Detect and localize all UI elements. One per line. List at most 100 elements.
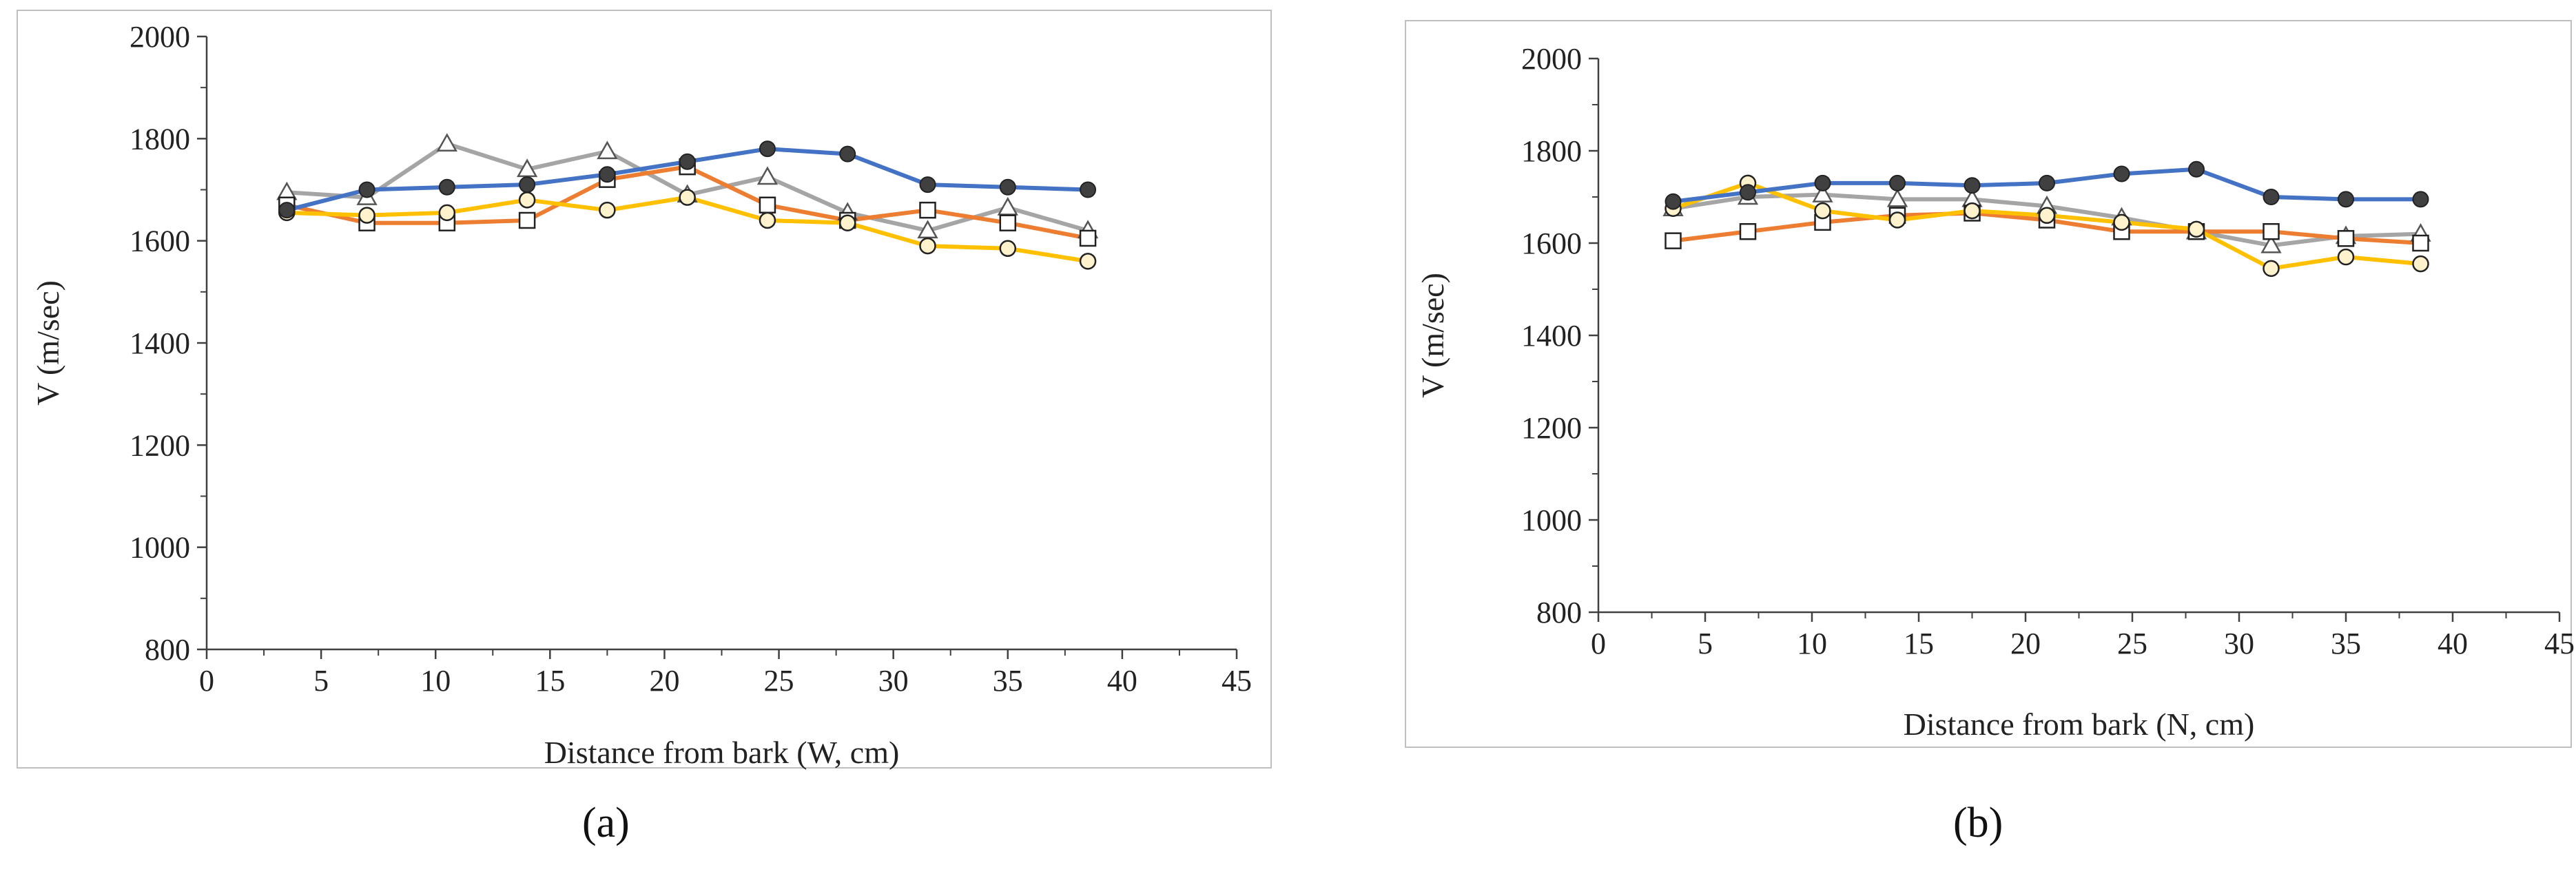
chart-a-series-0-point-3 xyxy=(519,176,536,194)
chart-b-series-0-point-3 xyxy=(1889,174,1906,191)
chart-b-x-tick-label: 45 xyxy=(2544,627,2575,660)
chart-a-series-2-point-3 xyxy=(516,158,538,178)
chart-b-x-tick-label: 35 xyxy=(2331,627,2361,660)
chart-a-series-3-point-6 xyxy=(759,211,776,229)
chart-a-series-0-point-0 xyxy=(278,202,296,219)
chart-a-x-tick-label: 0 xyxy=(199,664,214,698)
chart-b-series-3-point-7 xyxy=(2187,220,2205,238)
chart-a-series-0-point-7 xyxy=(839,145,856,163)
chart-a-series-0-point-4 xyxy=(599,166,616,183)
chart-a-y-tick-label: 1200 xyxy=(130,428,190,462)
chart-b-x-tick-label: 25 xyxy=(2117,627,2147,660)
chart-b-series-0-point-5 xyxy=(2039,174,2055,191)
chart-b-x-tick-label: 30 xyxy=(2224,627,2254,660)
chart-b-x-tick-label: 40 xyxy=(2438,627,2468,660)
chart-a-x-tick-label: 40 xyxy=(1107,664,1137,698)
chart-a-series-3-point-3 xyxy=(518,191,536,209)
chart-a-x-tick-label: 35 xyxy=(993,664,1023,698)
chart-b-series-0-point-9 xyxy=(2338,191,2354,208)
chart-b-series-2-point-2 xyxy=(1812,184,1833,202)
chart-b-series-3-point-9 xyxy=(2337,248,2355,266)
chart-b-series-0-point-4 xyxy=(1964,177,1981,194)
chart-a-x-tick-label: 15 xyxy=(535,664,565,698)
chart-b-series-0-point-10 xyxy=(2412,191,2429,208)
panel-label-a: (a) xyxy=(582,800,630,846)
chart-b-x-tick-label: 10 xyxy=(1797,627,1827,660)
chart-b-series-2-point-8 xyxy=(2260,234,2282,253)
chart-a-series-2-point-4 xyxy=(597,140,618,160)
chart-b-series-0-point-1 xyxy=(1740,184,1756,201)
chart-a-series-3-point-10 xyxy=(1079,253,1097,270)
chart-b-series-1-point-9 xyxy=(2337,230,2355,247)
chart-a-x-tick-label: 10 xyxy=(420,664,451,698)
chart-a-series-2-point-2 xyxy=(436,133,457,152)
chart-a-series-3-point-2 xyxy=(438,204,456,222)
chart-a-y-axis-title: V (m/sec) xyxy=(30,280,65,406)
chart-a-series-3-point-5 xyxy=(679,189,696,206)
chart-a-series-2-point-6 xyxy=(756,166,779,185)
chart-a-series-1-point-3 xyxy=(518,211,536,229)
chart-b-series-3-point-5 xyxy=(2038,207,2056,225)
chart-b-y-tick-label: 1400 xyxy=(1521,319,1582,353)
chart-a-series-3-point-8 xyxy=(919,237,936,255)
chart-b-x-axis-title: Distance from bark (N, cm) xyxy=(1904,707,2255,742)
chart-b-y-axis-title: V (m/sec) xyxy=(1415,273,1450,398)
chart-b-series-1-point-1 xyxy=(1739,223,1757,240)
chart-b-plot-border xyxy=(1405,20,2572,748)
chart-b-series-0-point-7 xyxy=(2188,160,2205,178)
chart-a-y-tick-label: 2000 xyxy=(130,20,190,54)
chart-a-y-tick-label: 1400 xyxy=(130,326,190,360)
chart-a-series-3-point-1 xyxy=(358,207,375,224)
chart-a-series-3-point-9 xyxy=(999,240,1017,258)
chart-b-x-tick-label: 5 xyxy=(1698,627,1713,660)
chart-a-svg: 800 1000 1200 1400 1600 1800 2000 0 5 10 15 20 25 30 3… xyxy=(17,10,1272,770)
chart-b-series-1-point-10 xyxy=(2412,234,2429,252)
chart-b-series-0-point-2 xyxy=(1814,174,1831,191)
chart-a-y-tick-label: 1000 xyxy=(130,531,190,565)
chart-a-series-0-point-2 xyxy=(438,178,455,196)
chart-b-series-1-point-8 xyxy=(2263,223,2280,240)
chart-b-x-tick-label: 0 xyxy=(1591,627,1606,660)
chart-a-series-0-point-5 xyxy=(679,153,696,170)
chart-b-y-tick-label: 1200 xyxy=(1521,411,1582,445)
chart-a-series-line-3 xyxy=(287,195,1089,264)
chart-a-series-0-point-10 xyxy=(1080,181,1097,198)
chart-a-series-3-point-7 xyxy=(838,214,856,231)
chart-b-series-3-point-8 xyxy=(2263,260,2280,278)
chart-a-plot-border xyxy=(17,10,1272,769)
chart-b-series-2-point-3 xyxy=(1886,188,1908,207)
chart-a-y-tick-label: 1600 xyxy=(130,225,190,258)
chart-b-series-3-point-6 xyxy=(2113,213,2130,231)
chart-b-series-0-point-8 xyxy=(2263,189,2280,205)
chart-a-series-1-point-10 xyxy=(1079,229,1097,247)
chart-b-x-tick-label: 20 xyxy=(2010,627,2041,660)
chart-a-series-2-point-9 xyxy=(997,196,1018,216)
chart-a-series-1-point-6 xyxy=(759,196,776,213)
chart-b-y-tick-label: 1600 xyxy=(1521,227,1582,260)
chart-b-x-tick-label: 15 xyxy=(1904,627,1934,660)
chart-b-y-tick-label: 1800 xyxy=(1521,134,1582,168)
chart-a-series-1-point-9 xyxy=(999,214,1017,231)
chart-b-y-tick-label: 800 xyxy=(1536,596,1582,629)
chart-panel-b: 800 1000 1200 1400 1600 1800 2000 0 5 10 15 20 25 30 3… xyxy=(1288,0,2576,887)
chart-b-series-3-point-3 xyxy=(1888,211,1906,229)
chart-b-series-0-point-0 xyxy=(1665,193,1682,210)
chart-a-series-0-point-6 xyxy=(759,140,776,158)
chart-a-x-tick-label: 45 xyxy=(1222,664,1252,698)
chart-b-series-3-point-4 xyxy=(1964,202,1981,220)
chart-a-series-1-point-8 xyxy=(919,201,936,219)
chart-a-series-0-point-1 xyxy=(358,181,375,198)
chart-a-x-tick-label: 25 xyxy=(764,664,794,698)
panel-label-b: (b) xyxy=(1953,800,2003,846)
chart-b-svg: 800 1000 1200 1400 1600 1800 2000 0 5 10 15 20 25 30 3… xyxy=(1405,20,2575,748)
chart-a-y-tick-label: 800 xyxy=(145,633,190,667)
chart-b-series-3-point-10 xyxy=(2412,255,2429,273)
chart-a-y-tick-label: 1800 xyxy=(130,122,190,156)
chart-a-series-0-point-8 xyxy=(919,176,936,194)
chart-a-series-0-point-9 xyxy=(999,178,1016,196)
chart-a-series-3-point-4 xyxy=(599,201,616,219)
chart-b-y-tick-label: 2000 xyxy=(1521,42,1582,76)
chart-a-x-tick-label: 20 xyxy=(649,664,679,698)
chart-a-x-tick-label: 30 xyxy=(878,664,909,698)
chart-a-x-axis-title: Distance from bark (W, cm) xyxy=(544,735,900,770)
